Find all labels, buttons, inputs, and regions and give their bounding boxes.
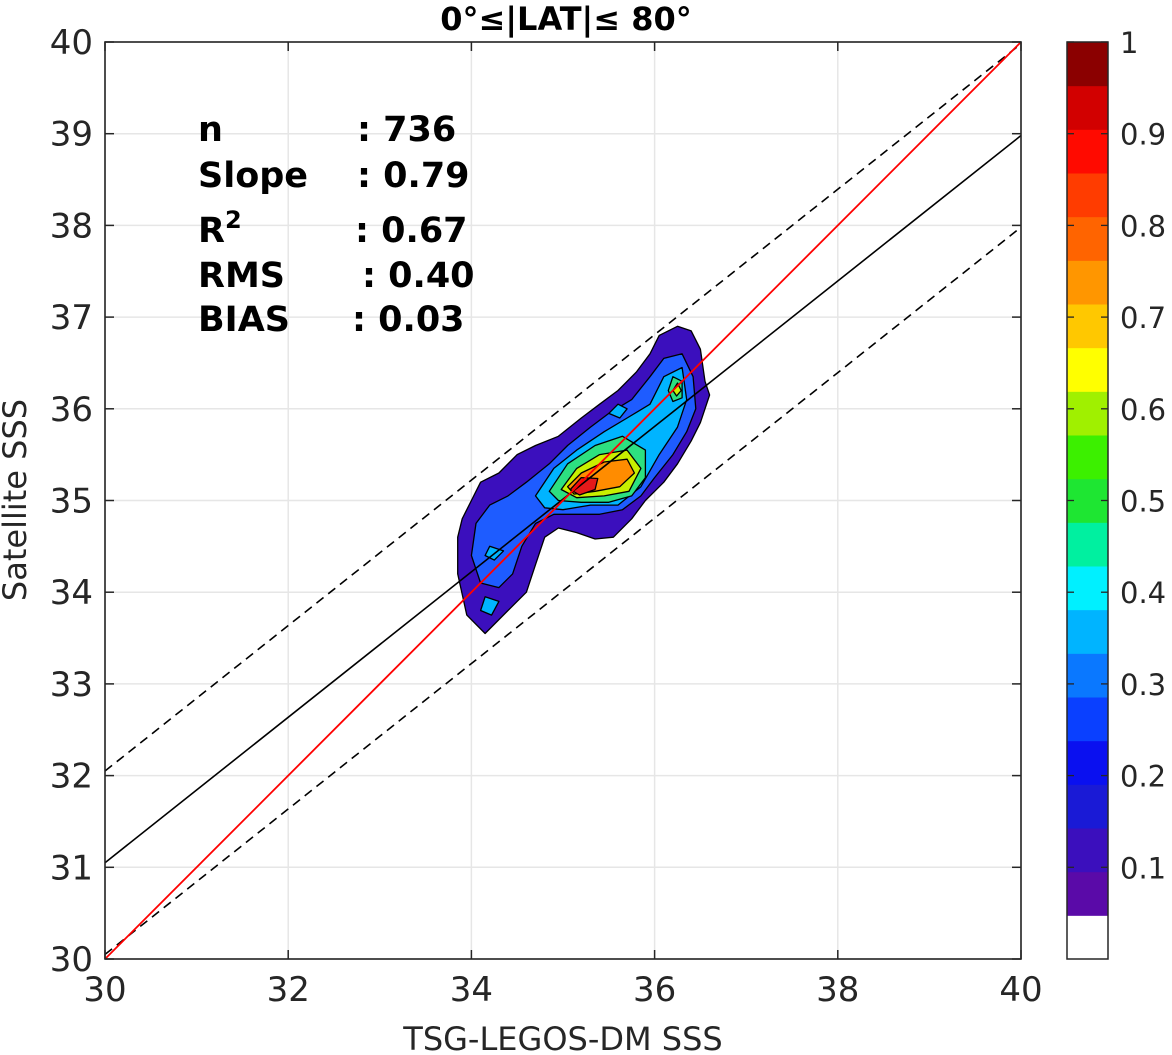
colorbar-swatch <box>1067 173 1108 218</box>
y-tick-label: 38 <box>50 206 93 246</box>
colorbar-swatch <box>1067 391 1108 436</box>
colorbar-swatch <box>1067 304 1108 349</box>
stat-label-bias: BIAS <box>198 300 290 340</box>
colorbar-tick-label: 0.6 <box>1120 393 1166 427</box>
x-tick-label: 30 <box>83 970 126 1010</box>
density-contour-0.9 <box>569 476 599 496</box>
y-tick-label: 33 <box>50 665 93 705</box>
colorbar-swatch <box>1067 609 1108 654</box>
colorbar-tick-label: 0.8 <box>1120 209 1166 243</box>
colorbar-swatch <box>1067 653 1108 698</box>
y-axis-ticks: 30 31 32 33 34 35 36 37 38 39 40 <box>50 23 1021 980</box>
colorbar-tick-label: 0.5 <box>1120 485 1166 519</box>
colorbar-swatch <box>1067 435 1108 480</box>
stat-label-superscript: 2 <box>225 206 242 234</box>
colorbar-swatch <box>1067 566 1108 611</box>
x-tick-label: 40 <box>999 970 1042 1010</box>
y-tick-label: 35 <box>50 482 93 522</box>
colorbar-swatch <box>1067 784 1108 829</box>
density-contour-0.6 <box>672 382 682 397</box>
colorbar-swatch <box>1067 260 1108 305</box>
colorbar-tick-label: 0.4 <box>1120 576 1166 610</box>
y-tick-label: 40 <box>50 23 93 63</box>
colorbar-swatch <box>1067 697 1108 742</box>
stat-label-r: R2 <box>198 206 242 251</box>
y-axis-label: Satellite SSS <box>0 399 34 601</box>
y-tick-label: 30 <box>50 940 93 980</box>
colorbar: 0.1 0.2 0.3 0.4 0.5 0.6 0.7 0.8 0.9 1 <box>1066 26 1166 960</box>
stat-label-rms: RMS <box>198 256 285 296</box>
chart-title: 0°≤|LAT|≤ 80° <box>440 0 691 39</box>
stat-value-slope: : 0.79 <box>357 156 470 196</box>
reference-lines <box>105 42 1021 959</box>
colorbar-tick-label: 0.1 <box>1120 851 1166 885</box>
x-tick-label: 34 <box>450 970 493 1010</box>
colorbar-swatch <box>1067 522 1108 567</box>
density-contour-0.3 <box>479 596 500 616</box>
statistics-annotation: n : 736 Slope : 0.79 R2 : 0.67 RMS : 0.40 BIAS : … <box>198 110 475 340</box>
x-axis-ticks: 30 32 34 36 38 40 <box>83 42 1043 1010</box>
regression-line <box>105 134 1021 864</box>
colorbar-swatch <box>1067 871 1108 916</box>
offset-upper-line <box>105 43 1021 772</box>
x-tick-label: 32 <box>267 970 310 1010</box>
y-tick-label: 34 <box>50 573 93 613</box>
stat-value-r: : 0.67 <box>355 211 468 251</box>
stat-value-rms: : 0.40 <box>362 256 475 296</box>
colorbar-tick-label: 0.3 <box>1120 668 1166 702</box>
stat-label-n: n <box>198 110 223 150</box>
y-tick-label: 37 <box>50 298 93 338</box>
y-tick-label: 32 <box>50 757 93 797</box>
colorbar-swatch <box>1067 915 1108 960</box>
colorbar-tick-label: 0.9 <box>1120 118 1166 152</box>
one-to-one-line <box>105 42 1021 959</box>
colorbar-swatch <box>1067 740 1108 785</box>
x-tick-label: 36 <box>633 970 676 1010</box>
y-tick-label: 36 <box>50 390 93 430</box>
colorbar-tick-label: 0.7 <box>1120 301 1166 335</box>
y-tick-label: 39 <box>50 115 93 155</box>
x-axis-label: TSG-LEGOS-DM SSS <box>402 1020 722 1055</box>
colorbar-swatch <box>1067 828 1108 873</box>
colorbar-swatch <box>1067 85 1108 130</box>
colorbar-tick-label: 0.2 <box>1120 760 1166 794</box>
colorbar-tick-label: 1 <box>1120 26 1138 60</box>
stat-value-n: : 736 <box>357 110 456 150</box>
x-tick-label: 38 <box>816 970 859 1010</box>
stat-label-slope: Slope <box>198 156 308 196</box>
y-tick-label: 31 <box>50 848 93 888</box>
colorbar-swatch <box>1067 216 1108 261</box>
density-contour-0.3 <box>608 403 628 419</box>
colorbar-swatch <box>1067 42 1108 87</box>
colorbar-swatch <box>1067 347 1108 392</box>
stat-value-bias: : 0.03 <box>352 300 465 340</box>
plot-area <box>104 41 1022 960</box>
colorbar-swatch <box>1067 129 1108 174</box>
